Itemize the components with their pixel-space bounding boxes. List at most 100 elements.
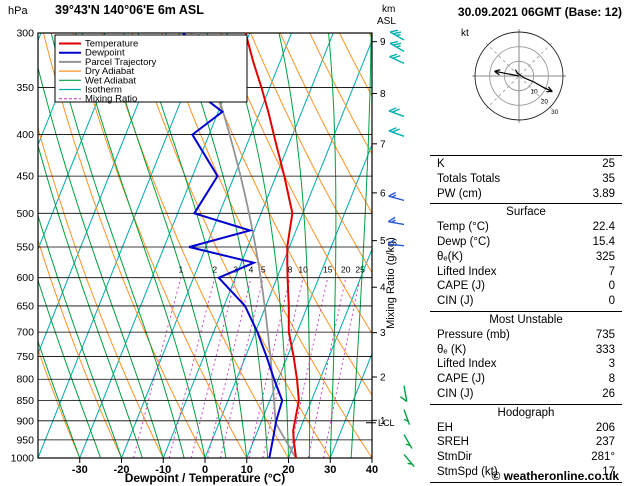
- row-value: 25: [602, 158, 615, 170]
- km-tick-label: 8: [380, 89, 386, 100]
- svg-text:5: 5: [261, 265, 266, 275]
- legend-label: Mixing Ratio: [85, 94, 137, 105]
- pressure-tick-label: 750: [16, 351, 34, 363]
- table-row: Totals Totals 35: [430, 172, 622, 187]
- table-row: PW (cm) 3.89: [430, 187, 622, 202]
- table-row: θₑ(K) 325: [430, 250, 622, 265]
- row-value: 0: [608, 280, 615, 293]
- temp-tick-label: 20: [282, 464, 294, 476]
- row-label: θₑ (K): [437, 343, 467, 356]
- table-row: EH 206: [430, 421, 622, 436]
- svg-text:10: 10: [298, 265, 308, 275]
- table-row: CIN (J) 0: [430, 294, 622, 309]
- temp-tick-label: 40: [366, 464, 378, 476]
- row-label: Lifted Index: [437, 358, 497, 371]
- svg-text:2: 2: [212, 265, 217, 275]
- table-section: Most Unstable Pressure (mb) 735 θₑ (K) 333 Li…: [430, 310, 622, 404]
- legend-label: Dewpoint: [85, 48, 125, 59]
- temperature-axis-label: Dewpoint / Temperature (°C): [125, 471, 286, 485]
- pressure-tick-label: 650: [16, 300, 34, 312]
- km-tick-label: 4: [380, 283, 386, 294]
- svg-text:4: 4: [249, 265, 254, 275]
- pressure-tick-label: 900: [16, 415, 34, 427]
- temp-tick-label: 10: [241, 464, 253, 476]
- row-value: 3: [608, 358, 615, 371]
- hodograph-ring-label: 20: [541, 99, 549, 106]
- legend-label: Dry Adiabat: [85, 66, 134, 77]
- row-label: CAPE (J): [437, 280, 485, 293]
- table-row: Lifted Index 7: [430, 265, 622, 280]
- pressure-tick-label: 400: [16, 129, 34, 141]
- svg-text:8: 8: [288, 265, 293, 275]
- km-tick-label: 2: [380, 373, 386, 384]
- pressure-tick-label: 600: [16, 272, 34, 284]
- row-value: 17: [602, 465, 615, 478]
- indices-table: K 25 Totals Totals 35 PW (cm) 3.89 Surface Temp…: [430, 155, 622, 483]
- row-value: 325: [595, 250, 615, 263]
- chart-datetime: 30.09.2021 06GMT (Base: 12): [457, 5, 622, 19]
- temp-tick-label: 30: [324, 464, 336, 476]
- row-label: CIN (J): [437, 295, 474, 308]
- hodograph-ring: [489, 46, 549, 106]
- pressure-tick-label: 1000: [11, 453, 35, 465]
- mixing-ratio-lines: [133, 277, 361, 458]
- row-label: PW (cm): [437, 187, 482, 200]
- table-row: CAPE (J) 8: [430, 372, 622, 387]
- table-row: θₑ (K) 333: [430, 343, 622, 358]
- svg-text:20: 20: [341, 265, 351, 275]
- temperature-curve: [244, 33, 300, 458]
- wind-barbs: [387, 29, 415, 468]
- pressure-axis-unit-label: hPa: [8, 5, 28, 17]
- lcl-label: LCL: [378, 418, 395, 428]
- row-value: 8: [608, 373, 615, 386]
- mixing-ratio-axis-label: Mixing Ratio (g/kg): [385, 237, 397, 329]
- km-tick-label: 6: [380, 188, 386, 199]
- table-section: Surface Temp (°C) 22.4 Dewp (°C) 15.4 θₑ(K) 32…: [430, 203, 622, 311]
- svg-text:1: 1: [179, 265, 184, 275]
- row-label: K: [437, 158, 445, 170]
- table-section-header: Hodograph: [497, 406, 555, 419]
- temp-tick-label: 0: [202, 464, 208, 476]
- parcel-trajectory-curve: [197, 33, 297, 458]
- row-label: CAPE (J): [437, 373, 485, 386]
- row-label: Pressure (mb): [437, 328, 510, 341]
- table-row: CIN (J) 26: [430, 387, 622, 402]
- row-label: StmSpd (kt): [437, 465, 498, 478]
- row-value: 3.89: [592, 187, 615, 200]
- temp-tick-label: -10: [155, 464, 171, 476]
- pressure-tick-label: 800: [16, 374, 34, 386]
- skewt-diagram: hPa 39°43'N 140°06'E 6m ASL km ASL Mixin…: [8, 3, 415, 485]
- table-row: Dewp (°C) 15.4: [430, 235, 622, 250]
- legend-label: Temperature: [85, 39, 138, 50]
- pressure-tick-label: 450: [16, 171, 34, 183]
- skewt-plot-area: 1 2 3 4 5 8 10 15 20 2530035040045050055060065070…: [11, 28, 415, 476]
- km-tick-label: 7: [380, 139, 386, 150]
- hodograph-ring: [474, 31, 564, 121]
- hodograph-ring-label: 30: [551, 109, 559, 116]
- legend-label: Isotherm: [85, 85, 122, 96]
- row-label: CIN (J): [437, 387, 474, 400]
- row-value: 281°: [591, 451, 615, 464]
- hodograph-unit-label: kt: [461, 28, 469, 39]
- row-label: Dewp (°C): [437, 235, 491, 248]
- table-row: Pressure (mb) 735: [430, 328, 622, 343]
- row-value: 35: [602, 172, 615, 185]
- row-value: 7: [608, 265, 615, 278]
- temp-tick-label: -20: [114, 464, 130, 476]
- row-value: 26: [602, 387, 615, 400]
- dewpoint-curve: [182, 33, 284, 458]
- row-value: 22.4: [592, 221, 615, 234]
- row-value: 237: [595, 436, 615, 449]
- asl-axis-unit-label: ASL: [377, 16, 396, 27]
- pressure-tick-label: 850: [16, 395, 34, 407]
- pressure-tick-label: 300: [16, 28, 34, 40]
- table-row: SREH 237: [430, 435, 622, 450]
- station-title: 39°43'N 140°06'E 6m ASL: [55, 3, 204, 17]
- legend-label: Parcel Trajectory: [85, 57, 157, 68]
- row-label: θₑ(K): [437, 250, 463, 263]
- km-tick-label: 1: [380, 416, 386, 427]
- table-row: CAPE (J) 0: [430, 279, 622, 294]
- row-value: 735: [595, 328, 615, 341]
